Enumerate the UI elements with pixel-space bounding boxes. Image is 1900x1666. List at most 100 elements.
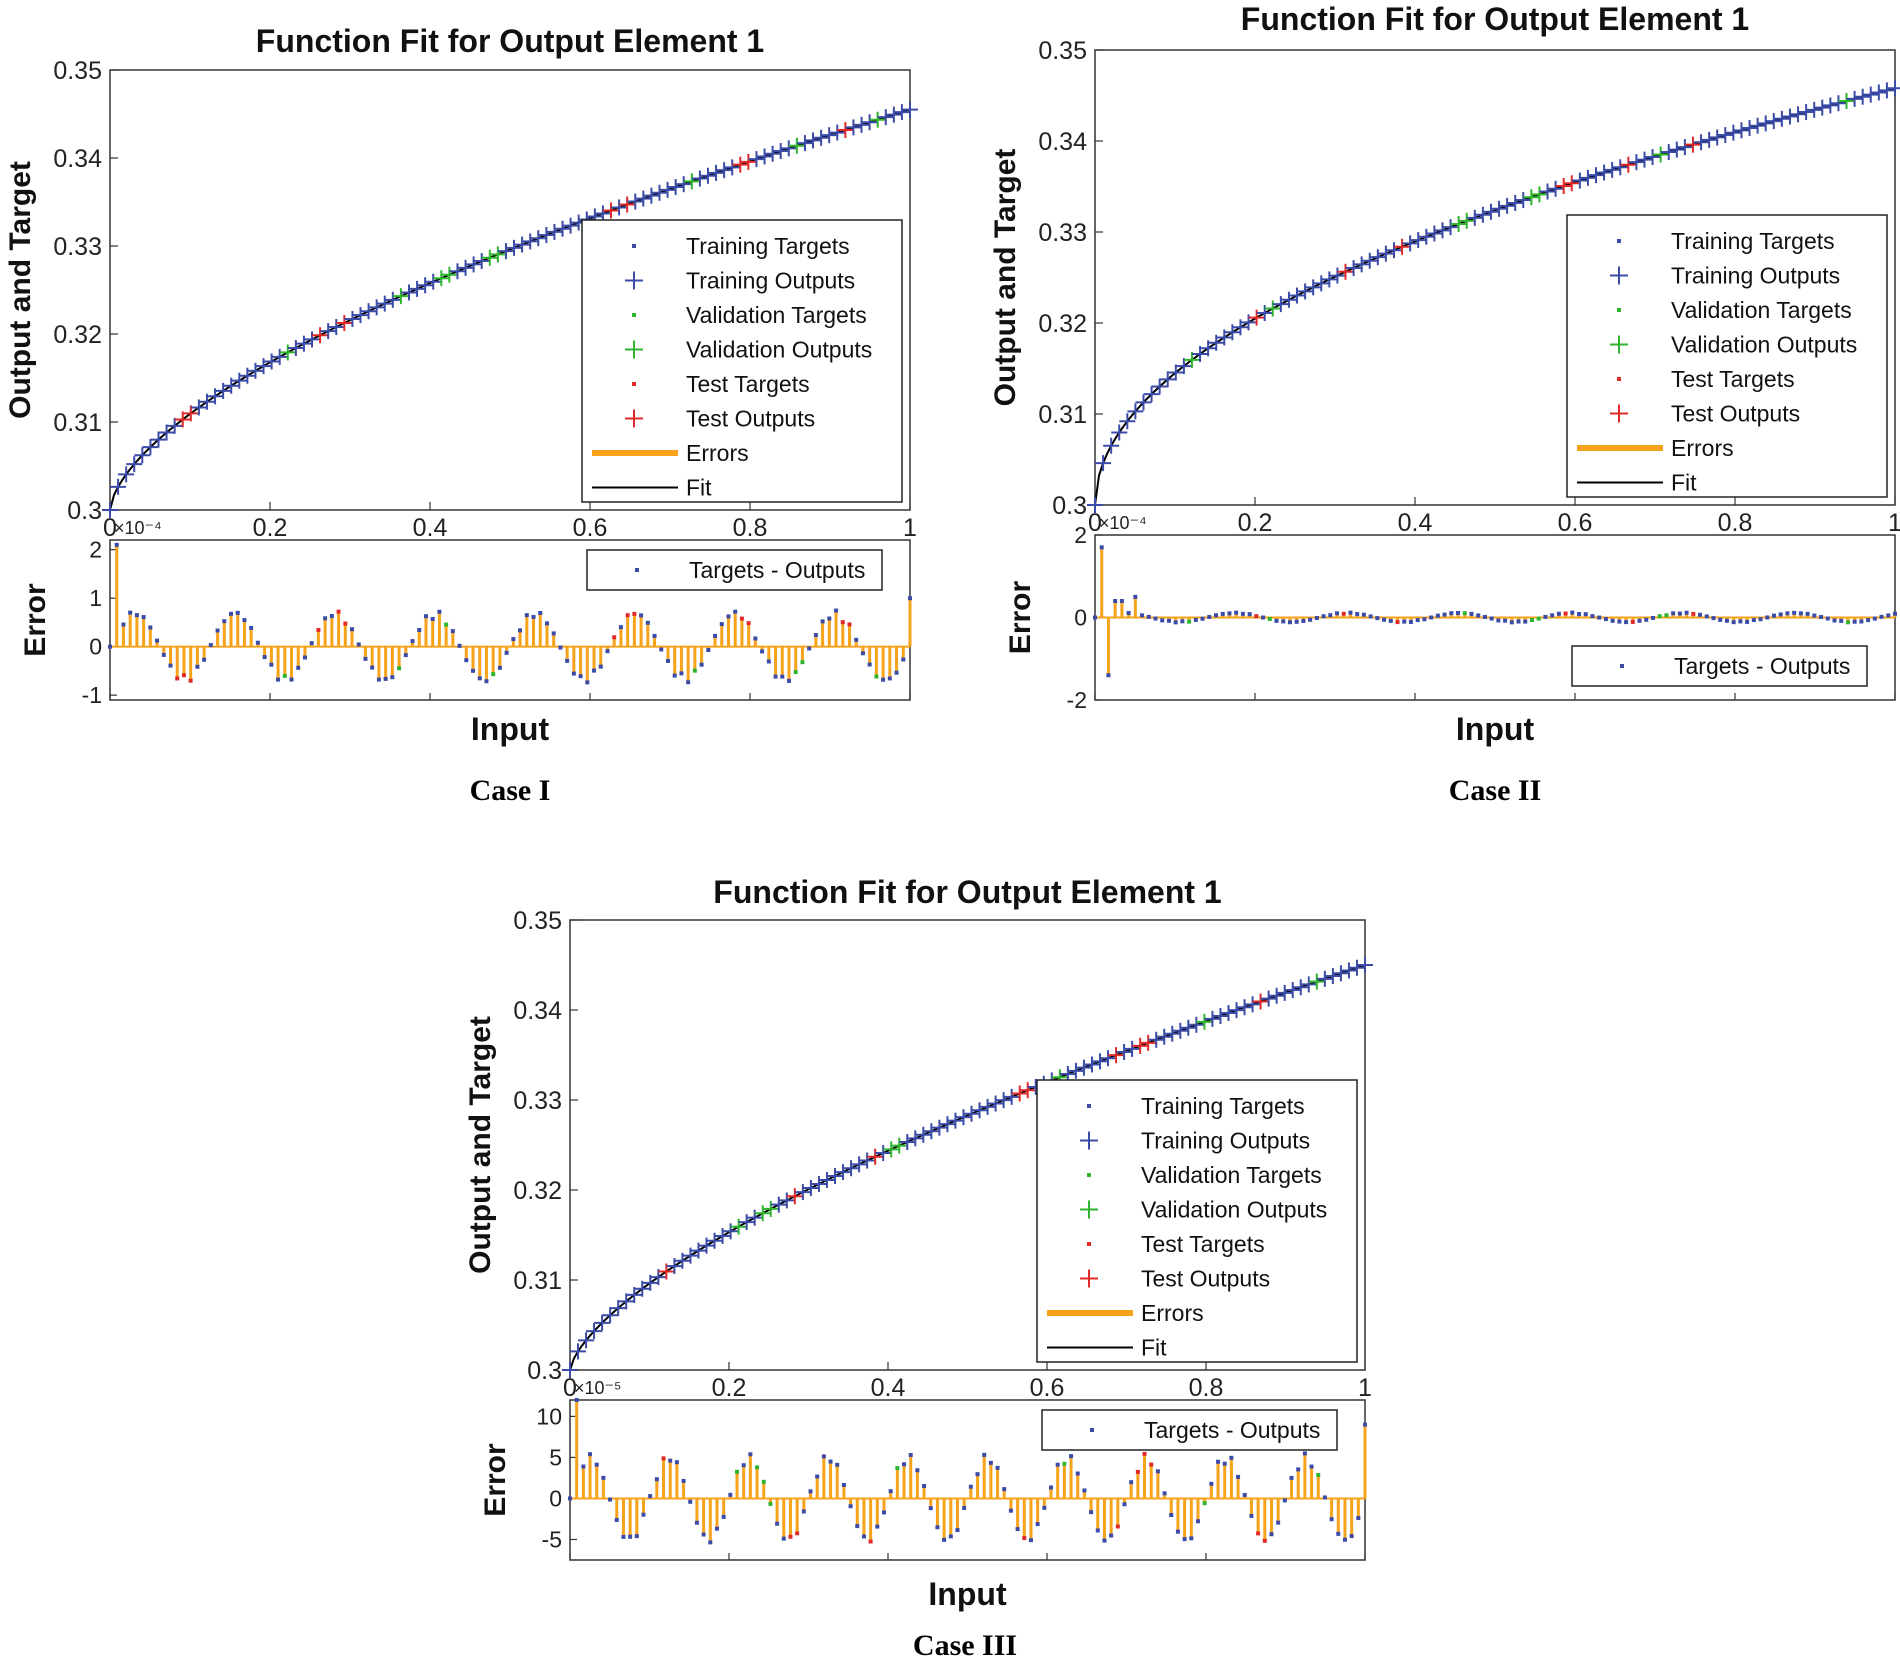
main-legend: Training Targets Training Outputs Validati… — [581, 219, 903, 503]
error-point — [1704, 614, 1709, 619]
validation-output-marker — [1264, 300, 1281, 317]
legend-entry-label: Training Targets — [686, 233, 850, 259]
error-point — [975, 1472, 980, 1477]
error-point — [1375, 616, 1380, 621]
error-point — [1342, 1537, 1347, 1542]
training-output-marker — [1087, 497, 1103, 513]
training-output-marker — [1377, 245, 1394, 262]
training-output-marker — [1757, 115, 1774, 132]
error-point — [1408, 619, 1413, 624]
legend-entry-label: Test Outputs — [1671, 401, 1800, 427]
error-point — [780, 674, 785, 679]
error-point — [588, 1452, 593, 1457]
error-point — [888, 1489, 893, 1494]
error-point — [968, 1484, 973, 1489]
error-point — [410, 639, 415, 644]
error-point — [571, 671, 576, 676]
training-output-marker — [1830, 95, 1847, 112]
training-output-marker — [821, 127, 838, 144]
y-axis-label: Output and Target — [464, 1016, 497, 1274]
error-point — [988, 1460, 993, 1465]
error-point — [598, 664, 603, 669]
error-point — [1348, 610, 1353, 615]
error-point — [692, 668, 697, 673]
error-point — [269, 662, 274, 667]
training-output-marker — [843, 1160, 860, 1177]
error-point — [161, 652, 166, 657]
training-output-marker — [1003, 1088, 1020, 1105]
training-output-marker — [1773, 110, 1790, 127]
x-axis-label: Input — [471, 711, 550, 747]
error-point — [601, 1475, 606, 1480]
error-point — [444, 622, 449, 627]
error-point — [1160, 618, 1165, 623]
error-point — [1637, 618, 1642, 623]
error-point — [235, 610, 240, 615]
error-point — [1049, 1485, 1054, 1490]
error-legend: Targets - Outputs — [1571, 645, 1868, 687]
error-point — [1269, 1532, 1274, 1537]
training-output-marker — [643, 187, 660, 204]
error-point — [1456, 611, 1461, 616]
error-point — [760, 649, 765, 654]
training-output-marker — [1284, 982, 1301, 999]
error-point — [437, 609, 442, 614]
error-point — [215, 628, 220, 633]
training-output-marker — [368, 299, 385, 316]
error-point — [1664, 613, 1669, 618]
error-point — [1102, 1538, 1107, 1543]
figure-caption: Case III — [913, 1629, 1017, 1662]
error-point — [208, 643, 213, 648]
error-legend: Targets - Outputs — [586, 549, 883, 591]
training-output-marker — [1676, 139, 1693, 156]
x-tick-label: 1 — [903, 514, 917, 542]
training-output-marker — [1175, 358, 1192, 375]
training-output-marker — [853, 116, 870, 133]
error-point — [1523, 619, 1528, 624]
test-output-marker — [740, 153, 757, 170]
error-point — [1301, 618, 1306, 623]
training-output-marker — [611, 199, 628, 216]
error-point — [1180, 619, 1185, 624]
error-point — [202, 657, 207, 662]
error-point — [1089, 1510, 1094, 1515]
training-output-marker — [845, 119, 862, 136]
error-point — [1536, 616, 1541, 621]
training-output-marker — [1596, 164, 1613, 181]
training-output-marker — [465, 256, 482, 273]
training-output-marker — [907, 1130, 924, 1147]
error-point — [565, 658, 570, 663]
validation-output-marker — [1458, 212, 1475, 229]
training-output-marker — [618, 1293, 635, 1310]
error-legend-swatch — [635, 568, 639, 572]
error-point — [1195, 1519, 1200, 1524]
training-output-marker — [166, 417, 183, 434]
error-point — [848, 1504, 853, 1509]
training-output-marker — [1571, 172, 1588, 189]
training-output-marker — [1353, 256, 1370, 273]
training-output-marker — [1180, 1019, 1197, 1036]
training-output-marker — [546, 223, 563, 240]
error-point — [1812, 613, 1817, 618]
training-output-marker — [1402, 235, 1419, 252]
error-point — [746, 621, 751, 626]
error-point — [1617, 619, 1622, 624]
error-point — [1738, 619, 1743, 624]
x-tick-label: 0.6 — [1558, 509, 1593, 537]
training-output-marker — [1515, 192, 1532, 209]
y-tick-label: 0.35 — [513, 907, 562, 935]
error-point — [1062, 1461, 1067, 1466]
error-point — [350, 627, 355, 632]
test-output-marker — [1555, 177, 1572, 194]
error-point — [612, 635, 617, 640]
training-output-marker — [190, 399, 207, 416]
training-output-marker — [1385, 242, 1402, 259]
training-output-marker — [304, 331, 321, 348]
training-output-marker — [1103, 437, 1120, 454]
error-point — [1289, 1475, 1294, 1480]
error-point — [181, 673, 186, 678]
y-tick-label: 0.3 — [1052, 492, 1087, 520]
validation-output-marker — [883, 1141, 900, 1158]
error-point — [471, 668, 476, 673]
